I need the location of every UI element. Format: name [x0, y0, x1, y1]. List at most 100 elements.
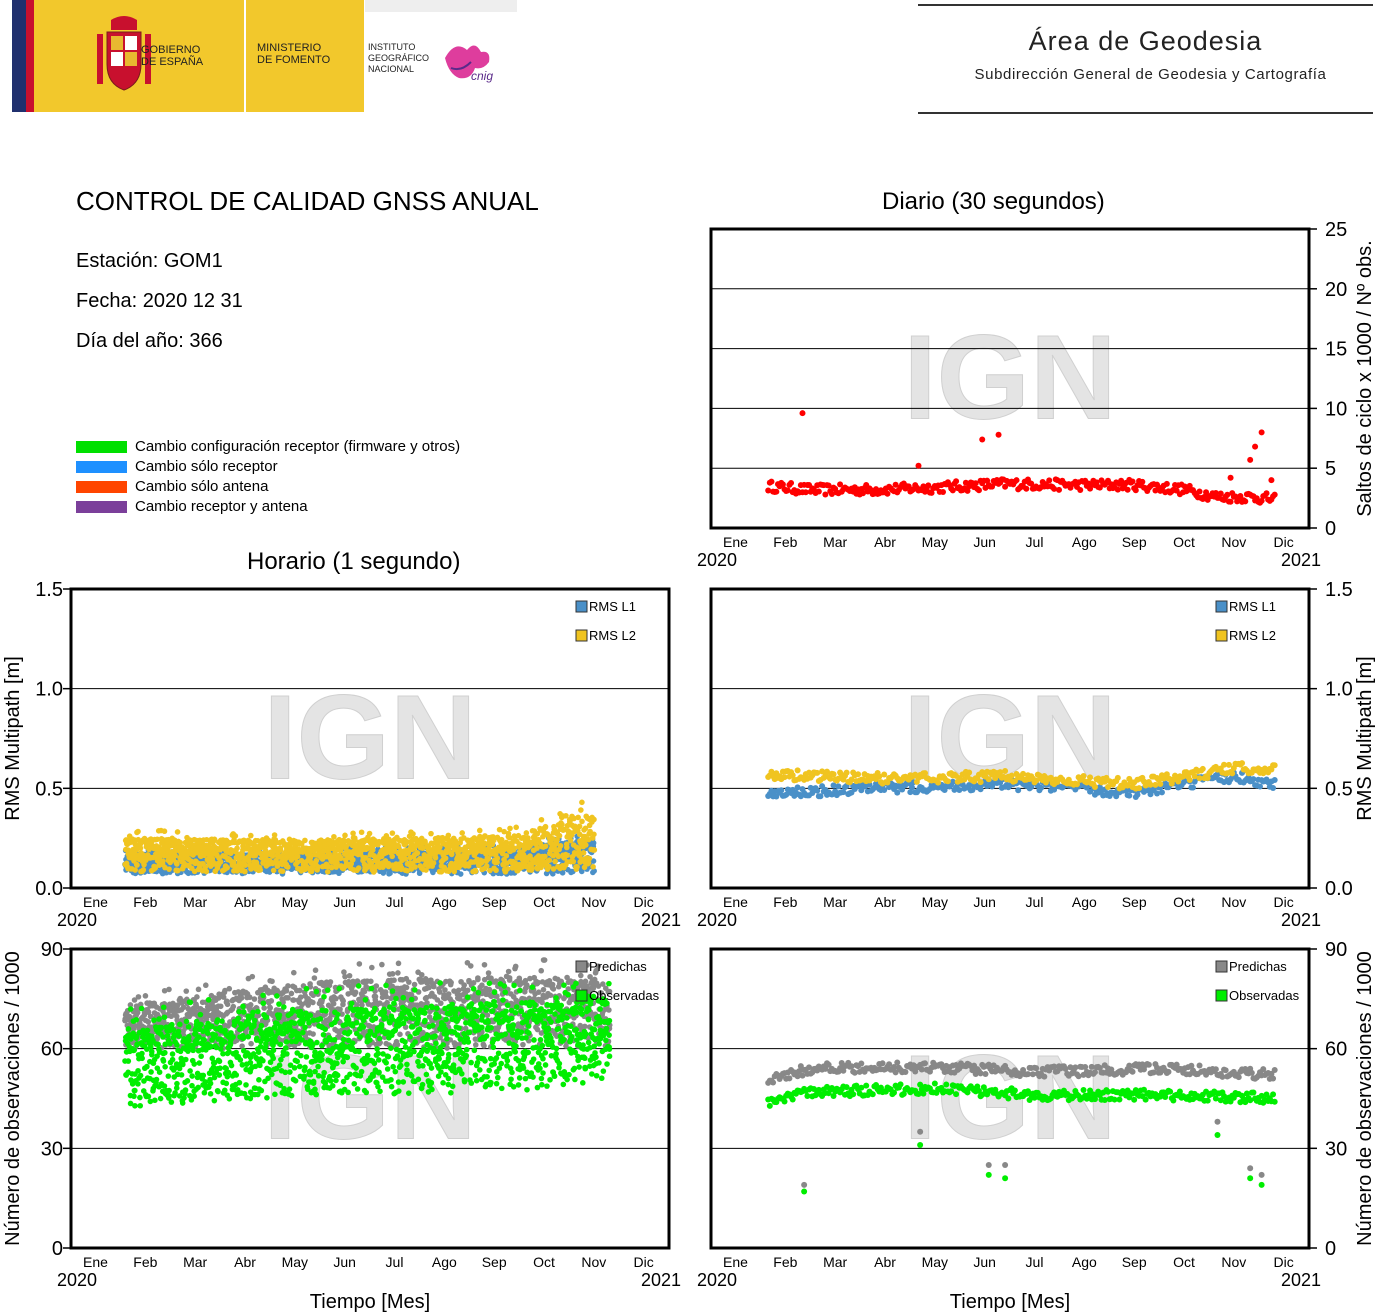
data-point — [794, 767, 801, 774]
x-end-year: 2021 — [641, 910, 681, 930]
data-point — [422, 838, 428, 845]
data-point — [369, 964, 375, 971]
x-end-year: 2021 — [1281, 910, 1321, 930]
data-point — [830, 771, 837, 778]
data-point — [340, 998, 346, 1004]
data-point — [253, 859, 260, 866]
data-point — [183, 988, 190, 994]
data-point — [884, 490, 891, 497]
data-point — [556, 832, 563, 839]
data-point — [230, 1003, 237, 1010]
data-point — [1199, 765, 1206, 772]
data-point — [590, 863, 596, 870]
area-title: Área de Geodesia — [1028, 26, 1263, 56]
data-point — [538, 816, 545, 823]
data-point — [1132, 487, 1139, 494]
data-point — [438, 1000, 444, 1007]
data-point — [940, 489, 947, 496]
y-tick-label: 0.5 — [35, 778, 63, 800]
ign-label: INSTITUTO GEOGRÁFICO NACIONAL — [368, 42, 430, 74]
area-geodesia-header: Área de Geodesia Subdirección General de… — [918, 4, 1373, 114]
data-point — [403, 984, 410, 991]
date-label: Fecha: 2020 12 31 — [76, 290, 243, 312]
data-point — [448, 851, 455, 858]
y-tick-label: 0 — [1325, 518, 1336, 540]
data-point — [528, 865, 535, 872]
data-point — [835, 783, 842, 790]
data-point — [161, 828, 168, 835]
y-tick-label: 15 — [1325, 339, 1347, 361]
data-point — [1271, 776, 1278, 783]
page-title: CONTROL DE CALIDAD GNSS ANUAL — [76, 186, 539, 216]
x-tick-label: Jul — [1026, 894, 1044, 910]
data-point — [294, 853, 301, 860]
data-point — [261, 1005, 267, 1011]
data-point — [591, 816, 597, 823]
data-point — [1212, 490, 1219, 497]
data-point — [483, 863, 490, 869]
series-legend-label: RMS L1 — [589, 599, 636, 614]
data-point — [267, 1005, 274, 1011]
x-tick-label: Dic — [1274, 894, 1294, 910]
x-tick-label: Mar — [823, 534, 847, 550]
series-legend-label: RMS L2 — [1229, 628, 1276, 643]
data-point — [1046, 477, 1053, 484]
legend-item: Cambio sólo receptor — [76, 459, 278, 475]
data-point — [1126, 792, 1133, 799]
data-point — [591, 847, 598, 853]
data-point — [1124, 486, 1131, 493]
x-tick-label: Abr — [874, 534, 896, 550]
series-legend-swatch — [1215, 600, 1228, 613]
x-tick-label: Ago — [1072, 894, 1097, 910]
data-point — [510, 846, 517, 853]
data-point — [977, 779, 984, 786]
data-point — [369, 847, 376, 854]
data-point — [476, 827, 483, 834]
x-tick-label: Dic — [1274, 534, 1294, 550]
data-point — [814, 787, 821, 794]
x-tick-label: Ene — [83, 894, 108, 910]
y-tick-label: 5 — [1325, 458, 1336, 480]
data-point — [285, 983, 291, 989]
doy-label: Día del año: 366 — [76, 330, 223, 352]
data-point — [1028, 480, 1035, 487]
data-point — [1229, 770, 1236, 777]
data-point — [1015, 787, 1022, 794]
data-point — [268, 998, 275, 1004]
data-point — [416, 870, 423, 877]
x-tick-label: May — [922, 894, 948, 910]
y-tick-label: 90 — [41, 939, 63, 961]
ministerio-label: MINISTERIO DE FOMENTO — [257, 42, 331, 66]
data-point — [333, 995, 339, 1002]
data-point — [354, 978, 361, 984]
data-point — [368, 978, 374, 985]
data-point — [285, 995, 291, 1001]
x-start-year: 2020 — [697, 550, 737, 570]
data-point — [412, 864, 418, 870]
outlier-point — [995, 431, 1002, 438]
data-point — [1242, 498, 1249, 505]
data-point — [279, 868, 286, 875]
data-point — [513, 824, 519, 831]
series-legend-swatch — [575, 629, 588, 642]
x-tick-label: Feb — [133, 894, 157, 910]
data-point — [1056, 486, 1063, 493]
legend-swatch — [76, 461, 127, 474]
data-point — [382, 989, 389, 995]
data-point — [949, 487, 956, 494]
x-tick-label: Ago — [432, 894, 457, 910]
cnig-label: cnig — [471, 69, 494, 83]
data-point — [768, 478, 775, 485]
data-point — [905, 483, 912, 490]
ministerio-logo-block: MINISTERIO DE FOMENTO — [246, 0, 364, 112]
data-point — [442, 855, 449, 861]
data-point — [1237, 492, 1244, 499]
data-point — [1227, 498, 1234, 505]
data-point — [355, 865, 362, 871]
legend-label: Cambio sólo antena — [135, 478, 269, 495]
data-point — [172, 852, 178, 859]
data-point — [313, 857, 320, 864]
data-point — [1217, 490, 1224, 497]
x-tick-label: Abr — [874, 894, 896, 910]
